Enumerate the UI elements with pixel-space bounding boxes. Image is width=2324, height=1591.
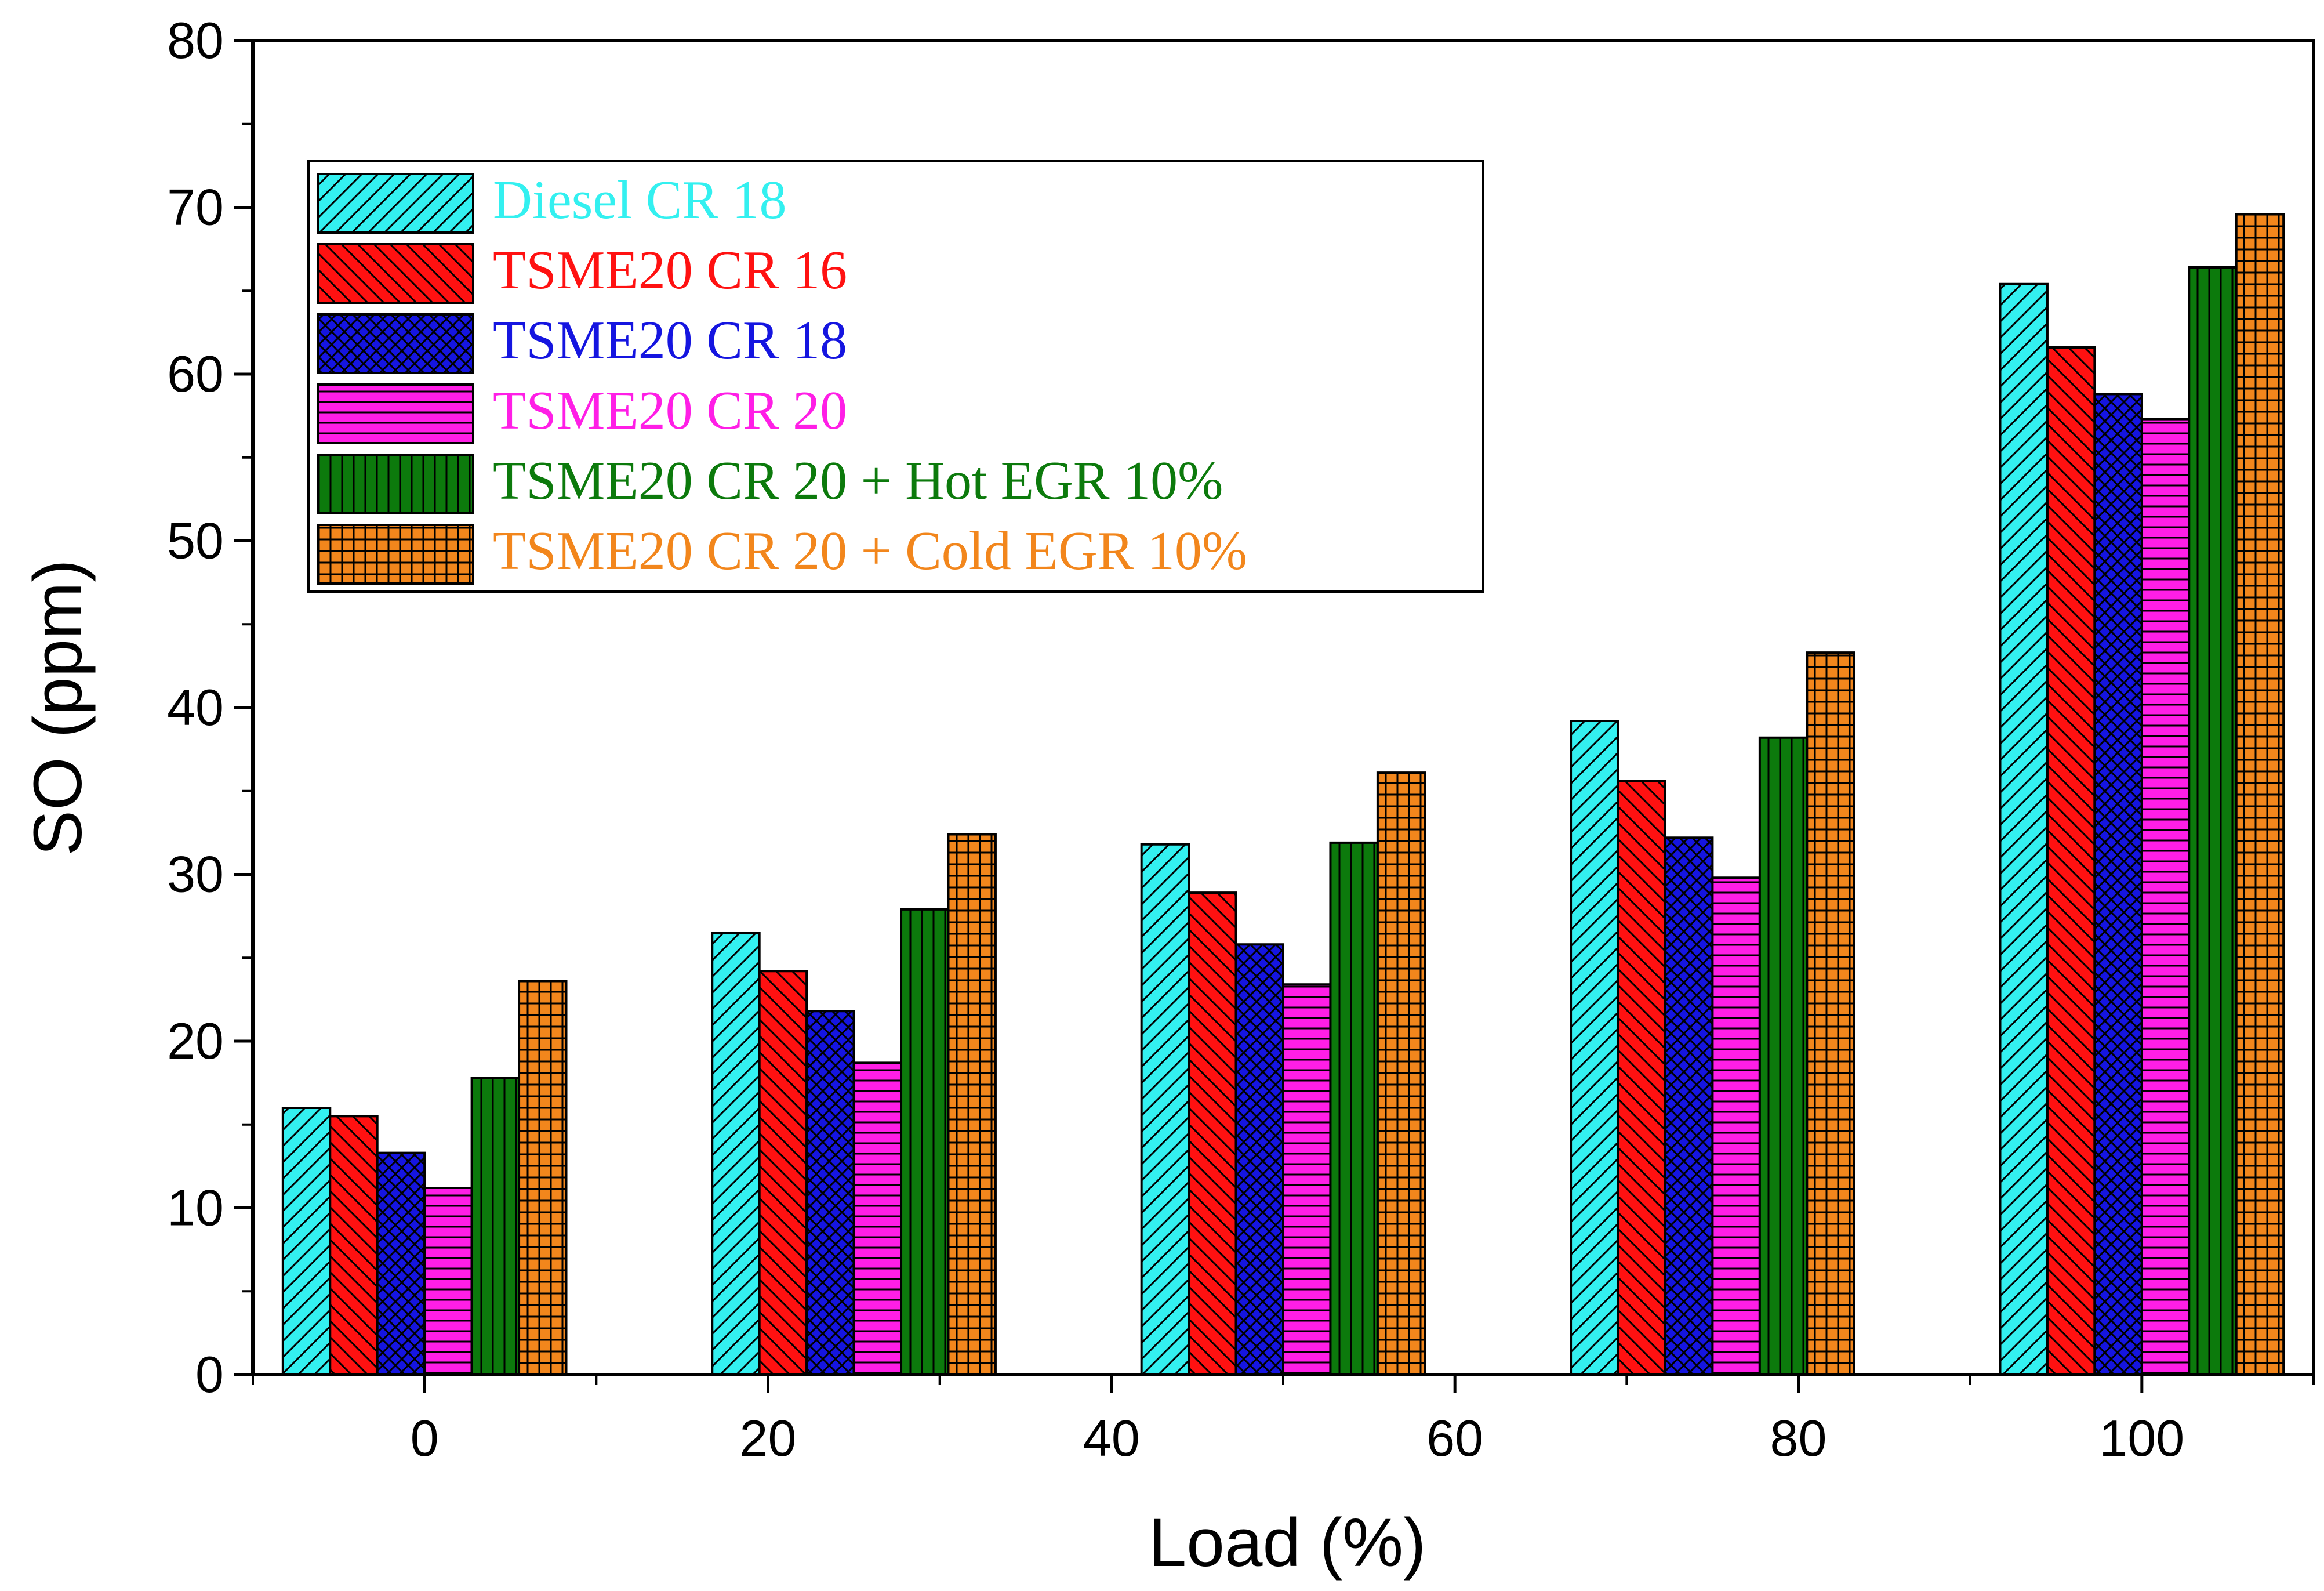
legend-swatch — [317, 524, 474, 585]
y-tick-label: 20 — [167, 1012, 224, 1070]
bar-diesel-cr-18-group-3 — [1570, 720, 1619, 1376]
legend-label: TSME20 CR 18 — [493, 310, 847, 371]
bar-tsme20-cr-18-group-0 — [376, 1151, 426, 1376]
bar-tsme20-cr-20-cold-egr-10--group-1 — [947, 833, 997, 1376]
bar-tsme20-cr-20-group-3 — [1711, 876, 1761, 1376]
bar-tsme20-cr-20-hot-egr-10--group-1 — [900, 908, 950, 1376]
legend-swatch — [317, 173, 474, 234]
y-tick-label: 70 — [167, 179, 224, 236]
x-tick-label: 20 — [740, 1409, 797, 1467]
x-tick-label: 0 — [411, 1409, 439, 1467]
bar-diesel-cr-18-group-0 — [281, 1107, 332, 1376]
legend-label: TSME20 CR 16 — [493, 240, 847, 300]
bar-diesel-cr-18-group-4 — [1999, 282, 2049, 1376]
x-tick-label: 40 — [1083, 1409, 1140, 1467]
y-tick-label: 40 — [167, 679, 224, 736]
bar-diesel-cr-18-group-2 — [1140, 843, 1190, 1376]
legend-swatch — [317, 243, 474, 304]
legend-swatch — [317, 454, 474, 514]
x-tick-label: 80 — [1770, 1409, 1827, 1467]
bar-diesel-cr-18-group-1 — [711, 932, 761, 1376]
bar-tsme20-cr-20-cold-egr-10--group-4 — [2235, 213, 2285, 1376]
bar-tsme20-cr-18-group-3 — [1664, 836, 1714, 1376]
y-tick-label: 50 — [167, 512, 224, 570]
bar-tsme20-cr-18-group-4 — [2093, 393, 2143, 1376]
legend-label: TSME20 CR 20 + Cold EGR 10% — [493, 521, 1247, 581]
legend: Diesel CR 18 TSME20 CR 16 TSME20 CR 18 TSME… — [307, 160, 1484, 593]
bar-tsme20-cr-20-cold-egr-10--group-0 — [518, 980, 568, 1376]
bar-tsme20-cr-20-hot-egr-10--group-2 — [1329, 841, 1379, 1376]
legend-swatch — [317, 383, 474, 444]
legend-label: TSME20 CR 20 — [493, 380, 847, 441]
bar-tsme20-cr-16-group-2 — [1188, 891, 1237, 1376]
bar-tsme20-cr-16-group-4 — [2046, 346, 2096, 1376]
bar-tsme20-cr-20-group-1 — [852, 1061, 903, 1376]
bar-tsme20-cr-20-hot-egr-10--group-4 — [2188, 266, 2238, 1376]
y-tick-label: 80 — [167, 12, 224, 69]
bar-tsme20-cr-18-group-1 — [805, 1010, 855, 1376]
legend-label: Diesel CR 18 — [493, 170, 787, 230]
y-axis-label: SO (ppm) — [20, 559, 96, 856]
bars — [281, 213, 2285, 1376]
bar-tsme20-cr-20-group-0 — [423, 1187, 473, 1376]
bar-tsme20-cr-16-group-1 — [758, 970, 808, 1376]
bar-tsme20-cr-20-hot-egr-10--group-3 — [1758, 736, 1809, 1376]
y-tick-label: 60 — [167, 345, 224, 403]
x-tick-label: 60 — [1426, 1409, 1483, 1467]
y-tick-label: 30 — [167, 846, 224, 903]
bar-tsme20-cr-18-group-2 — [1234, 943, 1285, 1376]
bar-tsme20-cr-20-group-2 — [1282, 983, 1332, 1376]
bar-tsme20-cr-16-group-0 — [329, 1115, 379, 1376]
bar-tsme20-cr-20-group-4 — [2140, 418, 2191, 1376]
legend-box — [307, 160, 1484, 593]
y-tick-label: 10 — [167, 1179, 224, 1237]
bar-tsme20-cr-20-cold-egr-10--group-3 — [1806, 651, 1855, 1376]
legend-label: TSME20 CR 20 + Hot EGR 10% — [493, 451, 1223, 511]
y-tick-label: 0 — [195, 1346, 224, 1403]
bar-tsme20-cr-16-group-3 — [1617, 780, 1666, 1376]
bar-tsme20-cr-20-cold-egr-10--group-2 — [1376, 771, 1426, 1376]
x-axis-label: Load (%) — [1149, 1505, 1426, 1581]
bar-tsme20-cr-20-hot-egr-10--group-0 — [470, 1077, 521, 1376]
x-tick-label: 100 — [2099, 1409, 2184, 1467]
legend-swatch — [317, 313, 474, 374]
